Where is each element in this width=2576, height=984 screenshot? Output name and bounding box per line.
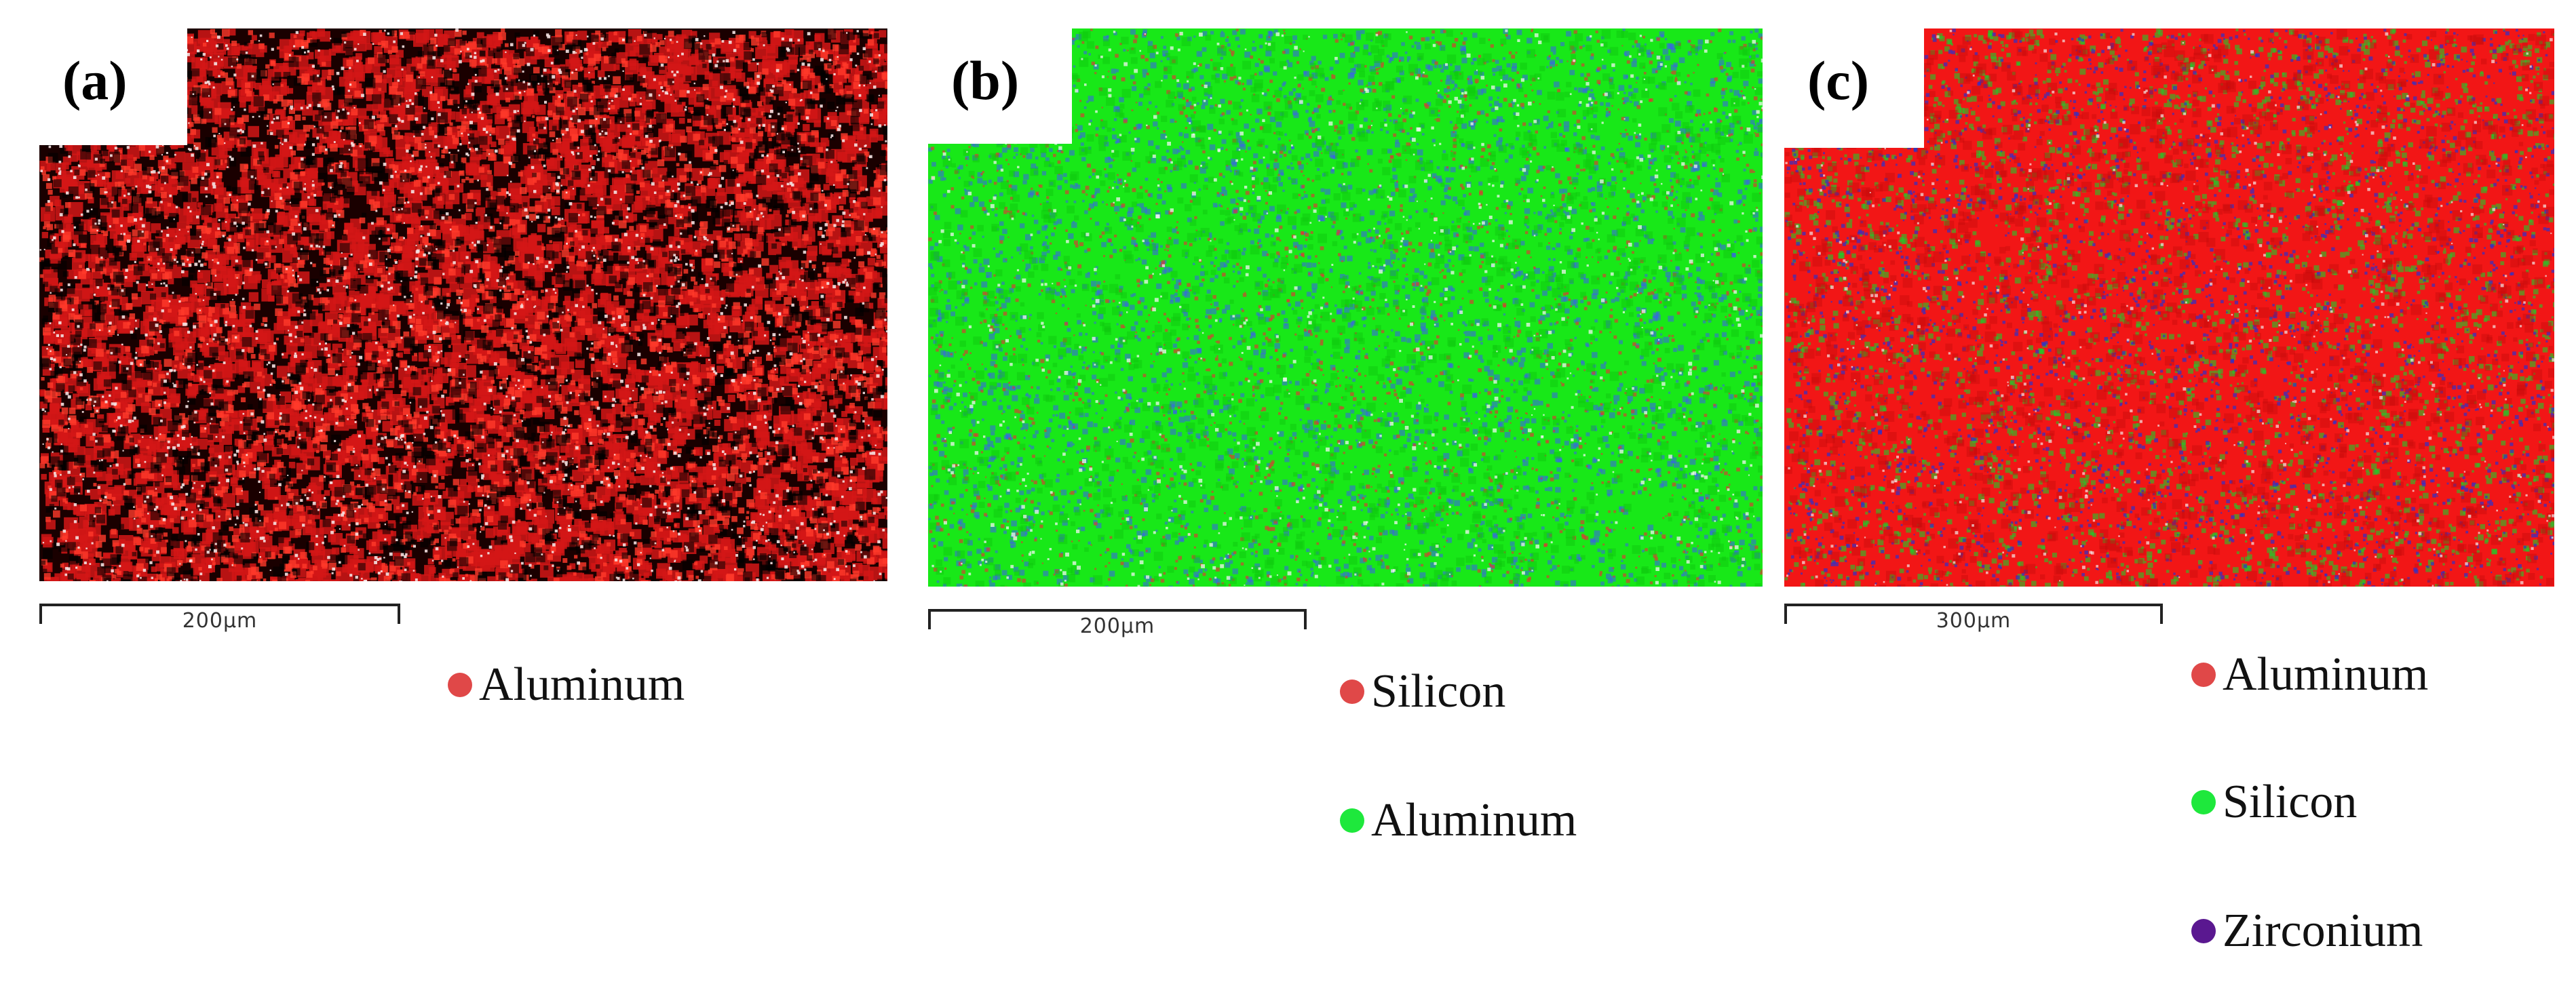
panel-label-c: (c): [1784, 28, 1924, 148]
legend-label: Zirconium: [2223, 907, 2423, 955]
legend-label: Aluminum: [479, 661, 685, 709]
legend-label: Aluminum: [2223, 651, 2428, 698]
legend-item-zirconium: Zirconium: [2191, 907, 2423, 955]
legend-dot-icon: [448, 673, 472, 697]
legend-label: Silicon: [2223, 779, 2357, 826]
legend-dot-icon: [2191, 663, 2216, 687]
legend-label: Silicon: [1371, 668, 1505, 715]
scale-bar-a: 200µm: [39, 604, 400, 633]
element-map-b: [928, 28, 1763, 587]
legend-item-aluminum: Aluminum: [2191, 651, 2428, 698]
legend-dot-icon: [2191, 919, 2216, 943]
legend-dot-icon: [1340, 808, 1364, 833]
panel-label-b: (b): [928, 28, 1072, 144]
legend-item-aluminum: Aluminum: [1340, 797, 1577, 844]
element-map-a: [39, 28, 887, 581]
scale-bar-label-a: 200µm: [42, 609, 398, 633]
scale-bar-c: 300µm: [1784, 604, 2163, 633]
legend-label: Aluminum: [1371, 797, 1577, 844]
legend-item-silicon: Silicon: [2191, 779, 2357, 826]
scale-bar-label-b: 200µm: [931, 614, 1304, 638]
legend-item-silicon: Silicon: [1340, 668, 1505, 715]
panel-label-a: (a): [39, 28, 187, 145]
scale-bar-b: 200µm: [928, 609, 1307, 638]
legend-item-aluminum: Aluminum: [448, 661, 685, 709]
legend-dot-icon: [2191, 790, 2216, 814]
legend-dot-icon: [1340, 680, 1364, 704]
scale-bar-label-c: 300µm: [1787, 609, 2160, 633]
